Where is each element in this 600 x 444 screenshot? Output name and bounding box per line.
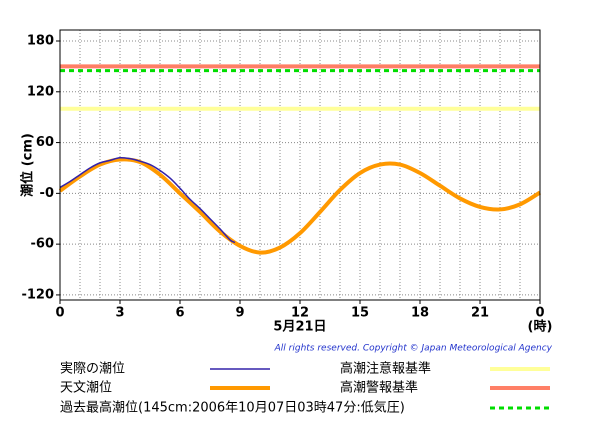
x-tick-label: 6 [175,306,184,321]
x-tick-label: 18 [411,306,429,321]
x-tick-label: 3 [115,306,124,321]
legend-label: 高潮警報基準 [340,380,418,396]
y-tick-label: 180 [27,34,54,49]
plot-border [59,29,541,301]
x-tick-label: 15 [351,306,369,321]
series-line [59,156,236,244]
legend-label: 天文潮位 [60,381,112,396]
x-axis-label: 5月21日 [273,320,326,335]
legend-label: 高潮注意報基準 [340,361,431,377]
x-tick-label: 0 [55,306,64,321]
x-tick-label: 21 [471,306,489,321]
legend-label: 過去最高潮位(145cm:2006年10月07日03時47分:低気圧) [60,400,405,416]
legend-label: 実際の潮位 [60,361,125,377]
y-tick-label: 60 [36,135,54,150]
y-tick-label: -60 [31,237,55,252]
y-axis-label: 潮位 (cm) [20,133,36,197]
y-tick-label: -120 [21,287,54,302]
x-tick-label: 9 [235,306,244,321]
x-tick-label: 12 [291,306,309,321]
credit: All rights reserved. Copyright © Japan M… [274,344,553,354]
series-line [58,157,542,255]
x-tick-label: 0 [535,306,544,321]
y-tick-label: 120 [27,84,54,99]
x-unit: (時) [528,319,553,335]
y-tick-label: -0 [40,186,54,201]
